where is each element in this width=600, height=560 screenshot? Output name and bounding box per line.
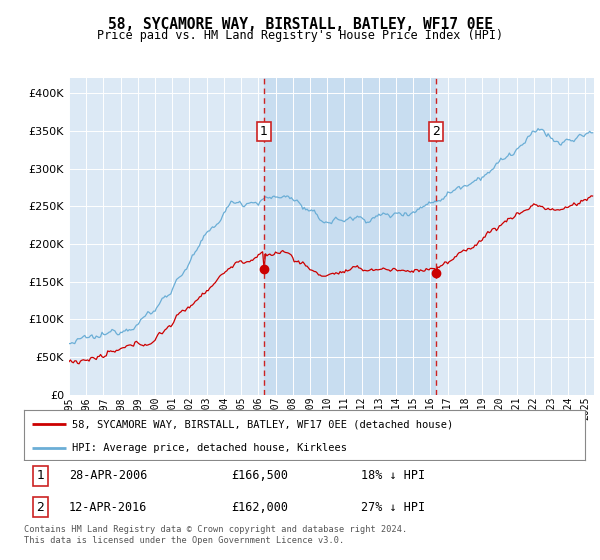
Text: 58, SYCAMORE WAY, BIRSTALL, BATLEY, WF17 0EE (detached house): 58, SYCAMORE WAY, BIRSTALL, BATLEY, WF17… [71, 419, 453, 429]
Text: 28-APR-2006: 28-APR-2006 [69, 469, 147, 483]
Text: 27% ↓ HPI: 27% ↓ HPI [361, 501, 425, 514]
Text: 1: 1 [37, 469, 44, 483]
Text: 1: 1 [260, 125, 268, 138]
Text: 2: 2 [37, 501, 44, 514]
Text: Contains HM Land Registry data © Crown copyright and database right 2024.
This d: Contains HM Land Registry data © Crown c… [24, 525, 407, 545]
Text: Price paid vs. HM Land Registry's House Price Index (HPI): Price paid vs. HM Land Registry's House … [97, 29, 503, 42]
Text: £166,500: £166,500 [232, 469, 289, 483]
Text: 12-APR-2016: 12-APR-2016 [69, 501, 147, 514]
Text: £162,000: £162,000 [232, 501, 289, 514]
Bar [264, 78, 436, 395]
Text: 18% ↓ HPI: 18% ↓ HPI [361, 469, 425, 483]
Text: 58, SYCAMORE WAY, BIRSTALL, BATLEY, WF17 0EE: 58, SYCAMORE WAY, BIRSTALL, BATLEY, WF17… [107, 17, 493, 32]
Text: 2: 2 [432, 125, 440, 138]
Text: HPI: Average price, detached house, Kirklees: HPI: Average price, detached house, Kirk… [71, 443, 347, 453]
